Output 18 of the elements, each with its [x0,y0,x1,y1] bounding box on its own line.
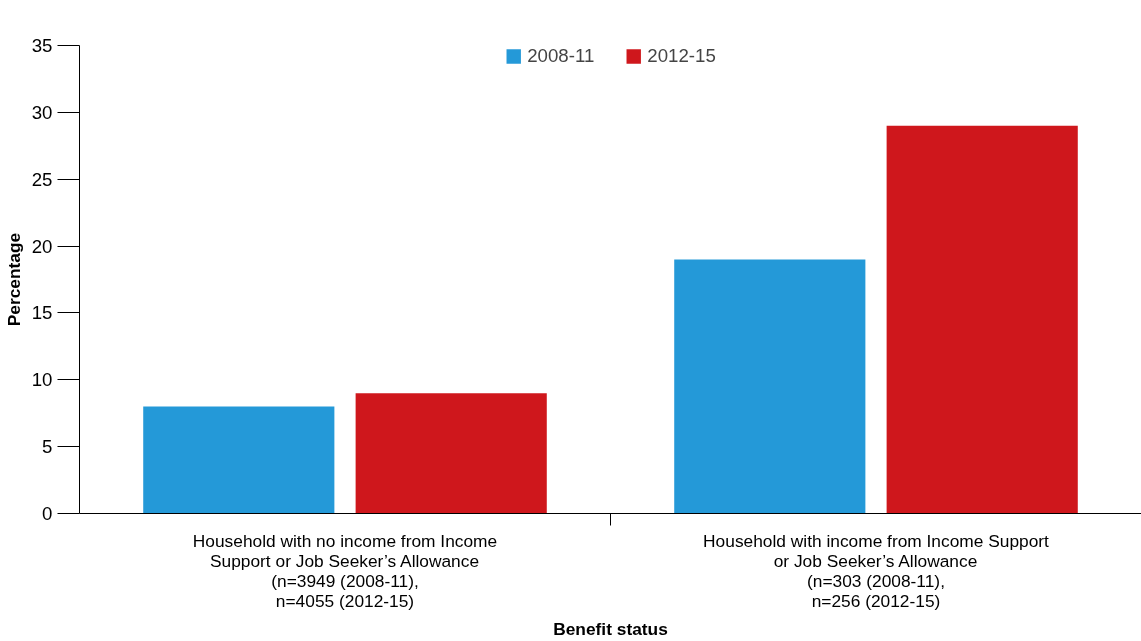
bar [886,125,1078,514]
y-tick-label: 25 [31,168,53,190]
y-tick-label: 35 [31,35,53,56]
y-tick-label: 0 [42,503,53,524]
x-axis-title: Benefit status [553,618,668,639]
y-tick-label: 20 [31,235,53,257]
x-tick-label: Household with income from Income Support or Job Seeker’s Allowance (n=303 (2008-11), n=256 (2012-15) [703,530,1050,611]
bar [355,393,547,514]
y-axis-title: Percentage [3,232,24,327]
y-tick-label: 5 [42,436,53,458]
y-tick-label: 30 [31,101,53,123]
bar [674,259,866,514]
x-tick-label: Household with no income from Income Support or Job Seeker’s Allowance (n=3949 (2008-11), n=4055 (2012-15) [192,530,498,611]
bar [143,406,335,514]
legend-label: 2012-15 [647,45,716,67]
y-tick-label: 10 [31,369,53,391]
y-tick-label: 15 [31,302,53,324]
legend-label: 2008-11 [527,45,595,67]
